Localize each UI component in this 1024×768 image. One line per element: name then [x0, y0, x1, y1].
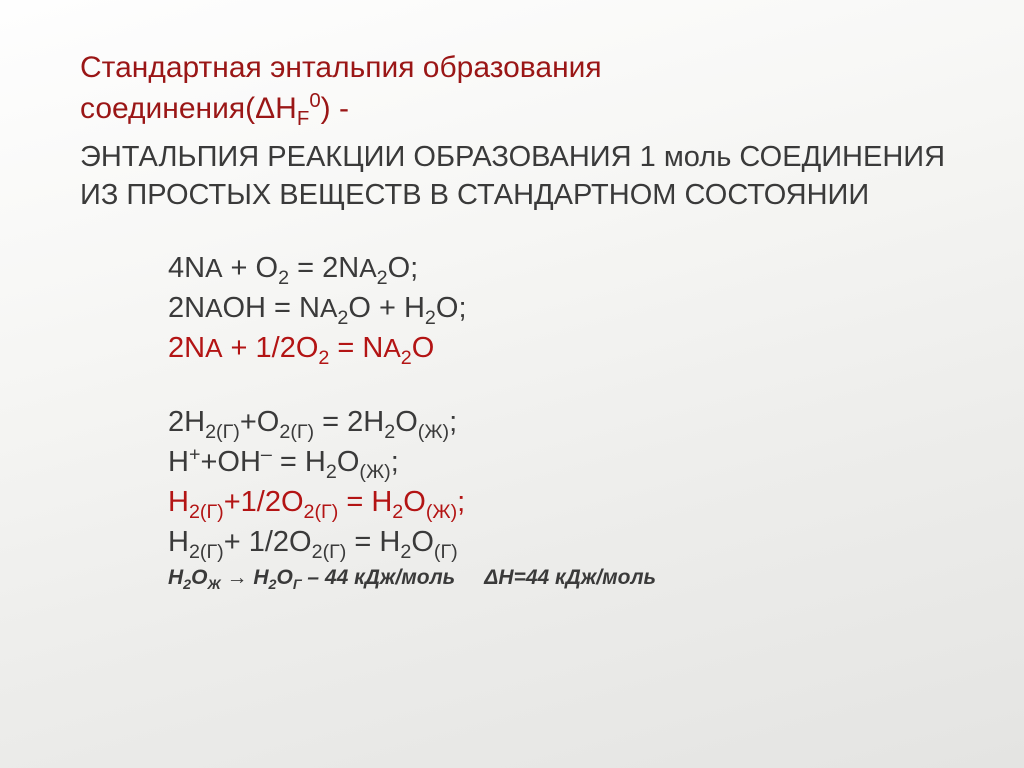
sub: 2: [183, 578, 191, 594]
txt: +OH: [200, 446, 260, 478]
txt: O: [412, 332, 435, 364]
txt: ;: [457, 486, 465, 518]
sub: (Г): [200, 541, 224, 563]
sub: 2: [278, 267, 289, 289]
txt: 2H: [168, 406, 205, 438]
subtitle-mol: моль: [664, 141, 731, 173]
sup: +: [189, 444, 201, 466]
equation-g2-2: H++OH– = H2O(Ж);: [168, 442, 984, 482]
txt: ;: [449, 406, 457, 438]
txt: H: [168, 446, 189, 478]
sup: –: [261, 444, 272, 466]
sub: Г: [293, 578, 302, 594]
txt: A: [383, 333, 400, 363]
equation-g1-3: 2NA + 1/2O2 = NA2O: [168, 328, 984, 368]
sub: 2: [384, 421, 395, 443]
slide-title: Стандартная энтальпия образования соедин…: [80, 48, 960, 129]
slide-subtitle: энтальпия реакции образования 1 моль сое…: [80, 139, 960, 214]
slide-content: Стандартная энтальпия образования соедин…: [0, 0, 1024, 590]
sub: (Г): [434, 541, 458, 563]
txt: O: [403, 486, 426, 518]
txt: = H: [346, 526, 400, 558]
title-h: H: [275, 92, 297, 125]
title-sub-f: F: [297, 108, 309, 130]
txt: A: [359, 253, 376, 283]
sub: (Г): [290, 421, 314, 443]
txt: H: [168, 486, 189, 518]
txt: A: [320, 293, 337, 323]
spacer: [168, 368, 984, 402]
txt: = N: [329, 332, 383, 364]
delta-icon: Δ: [484, 566, 498, 589]
equation-g1-1: 4NA + O2 = 2NA2O;: [168, 248, 984, 288]
txt: +1/2O: [224, 486, 304, 518]
txt: = H: [338, 486, 392, 518]
sub: Ж: [207, 578, 220, 594]
sub: 2: [326, 461, 337, 483]
txt: 4N: [168, 252, 205, 284]
title-line1: Стандартная энтальпия образования: [80, 51, 602, 84]
txt: 2N: [168, 332, 205, 364]
txt: O: [191, 566, 207, 589]
sub: 2: [318, 347, 329, 369]
title-sup-0: 0: [309, 90, 320, 112]
txt: H: [168, 566, 183, 589]
sub: (Г): [315, 501, 339, 523]
sub: (Ж): [418, 421, 449, 443]
equations-block: 4NA + O2 = 2NA2O; 2NAOH = NA2O + H2O; 2N…: [168, 248, 984, 590]
txt: H: [168, 526, 189, 558]
sub: 2: [279, 421, 290, 443]
sub: (Ж): [359, 461, 390, 483]
txt: = 2H: [314, 406, 384, 438]
txt: OH = N: [222, 292, 320, 324]
sub: (Ж): [426, 501, 457, 523]
sub: 2: [425, 307, 436, 329]
txt: O;: [436, 292, 467, 324]
txt: O: [337, 446, 360, 478]
sub: (Г): [216, 421, 240, 443]
txt: ;: [391, 446, 399, 478]
arrow-icon: →: [221, 566, 254, 589]
txt: + O: [222, 252, 278, 284]
txt: O;: [388, 252, 419, 284]
txt: + 1/2O: [222, 332, 318, 364]
txt: 2N: [168, 292, 205, 324]
equation-g2-4: H2(Г)+ 1/2O2(Г) = H2O(Г): [168, 522, 984, 562]
txt: H: [253, 566, 268, 589]
sub: 2: [400, 541, 411, 563]
sub: 2: [304, 501, 315, 523]
title-line2-a: соединения(: [80, 92, 255, 125]
sub: 2: [377, 267, 388, 289]
sub: (Г): [200, 501, 224, 523]
sub: 2: [337, 307, 348, 329]
equation-g2-3: H2(Г)+1/2O2(Г) = H2O(Ж);: [168, 482, 984, 522]
txt: O: [395, 406, 418, 438]
txt: O: [276, 566, 292, 589]
txt: = H: [272, 446, 326, 478]
sub: 2: [392, 501, 403, 523]
txt: A: [205, 293, 222, 323]
txt: + 1/2O: [224, 526, 312, 558]
sub: 2: [312, 541, 323, 563]
txt: +O: [240, 406, 280, 438]
txt: O: [411, 526, 434, 558]
equation-g1-2: 2NAOH = NA2O + H2O;: [168, 288, 984, 328]
equation-footer: H2OЖ → H2OГ – 44 кДж/моль ΔH=44 кДж/моль: [168, 566, 984, 590]
sub: 2: [401, 347, 412, 369]
sub: (Г): [323, 541, 347, 563]
sub: 2: [189, 501, 200, 523]
txt: A: [205, 333, 222, 363]
txt: = 2N: [289, 252, 359, 284]
sub: 2: [205, 421, 216, 443]
txt: H=44 кДж/моль: [498, 566, 656, 589]
txt: O + H: [348, 292, 425, 324]
title-line2-b: ) -: [321, 92, 349, 125]
sub: 2: [189, 541, 200, 563]
equation-g2-1: 2H2(Г)+O2(Г) = 2H2O(Ж);: [168, 402, 984, 442]
txt: A: [205, 253, 222, 283]
delta-symbol: Δ: [255, 92, 275, 125]
txt: – 44 кДж/моль: [302, 566, 485, 589]
subtitle-p1: энтальпия реакции образования 1: [80, 141, 664, 173]
